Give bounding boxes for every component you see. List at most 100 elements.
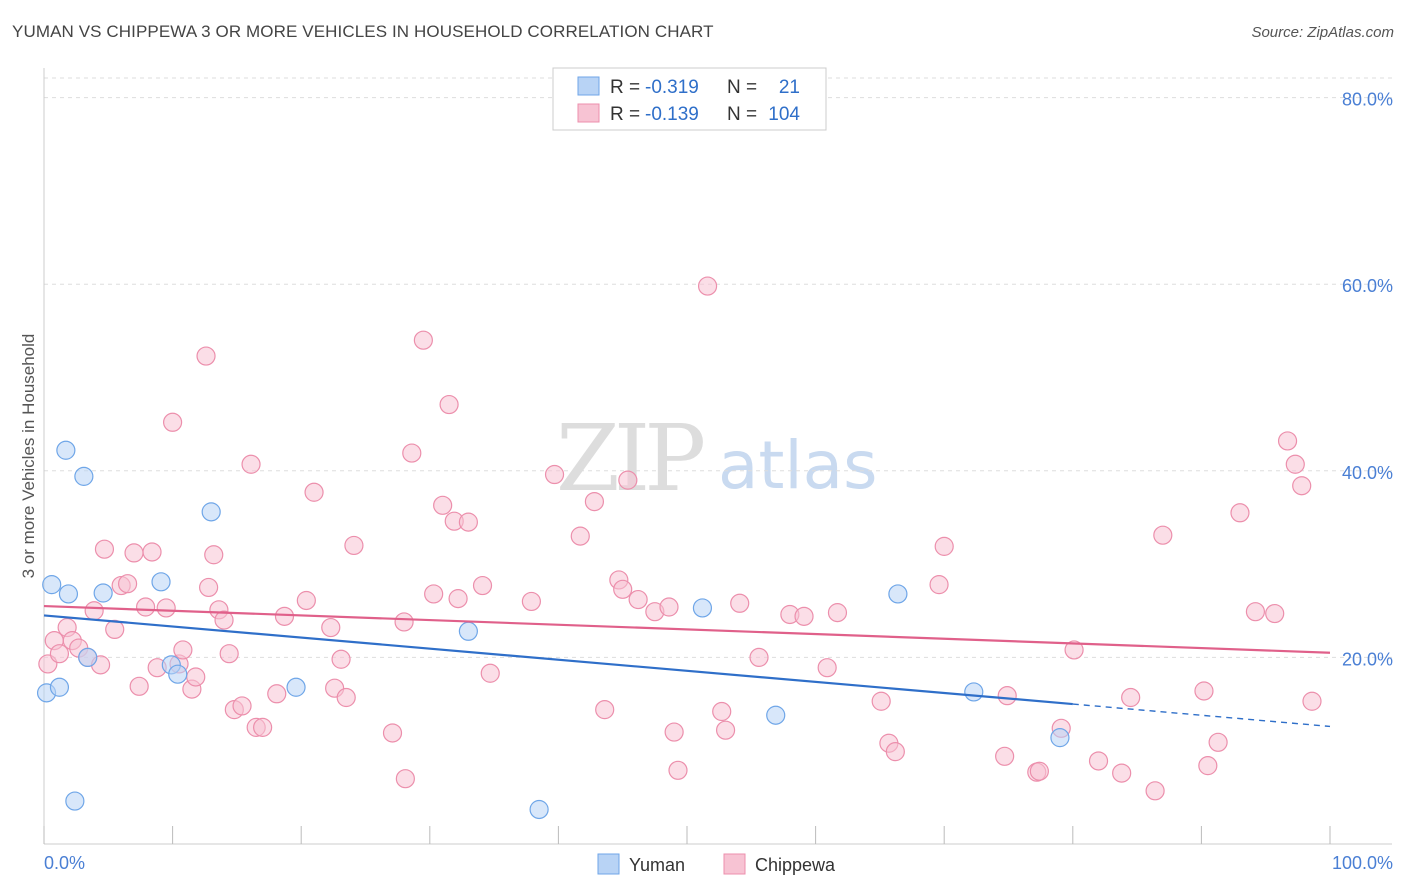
chippewa-point [749, 647, 769, 668]
yuman-point [65, 791, 85, 811]
y-tick-label: 60.0% [1342, 276, 1393, 296]
legend-swatch-chippewa [577, 103, 600, 123]
legend-box: R = -0.319 N = 21 R = -0.139 N = 104 [552, 67, 827, 131]
chippewa-point [1153, 525, 1173, 545]
chippewa-point [1194, 681, 1214, 701]
chippewa-point [521, 591, 541, 612]
yuman-point [56, 440, 76, 460]
bottom-legend-label-chippewa: Chippewa [755, 855, 836, 875]
chippewa-point [1112, 763, 1132, 783]
chippewa-point [1302, 691, 1322, 711]
chippewa-point [214, 610, 234, 630]
chippewa-point [142, 542, 162, 562]
chippewa-point [129, 676, 149, 696]
watermark-atlas: atlas [718, 427, 878, 504]
chippewa-point [472, 575, 493, 596]
chippewa-point [344, 535, 364, 556]
chippewa-point [871, 691, 891, 711]
chippewa-point [84, 601, 104, 621]
chippewa-point [1277, 431, 1298, 451]
chippewa-point [929, 575, 949, 595]
chippewa-point [94, 539, 115, 559]
yuman-point [49, 677, 70, 697]
yuman-point [151, 572, 171, 592]
chippewa-point [173, 640, 193, 660]
y-tick-labels: 20.0% 40.0% 60.0% 80.0% [1342, 90, 1393, 670]
chippewa-point [395, 769, 415, 789]
chippewa-point [1198, 756, 1218, 776]
yuman-trend-line [43, 614, 1073, 706]
legend-r-label-yuman: R = [610, 77, 640, 98]
y-tick-label: 80.0% [1342, 90, 1393, 110]
chippewa-point [219, 644, 239, 664]
chippewa-point [544, 464, 565, 485]
axes [43, 68, 1392, 845]
chippewa-point [196, 346, 216, 366]
chippewa-point [382, 723, 403, 743]
chippewa-point [186, 667, 206, 687]
y-tick-label: 20.0% [1342, 649, 1393, 669]
yuman-point [766, 705, 786, 725]
chippewa-point [584, 491, 605, 512]
chippewa-point [885, 742, 905, 762]
chippewa-point [156, 598, 176, 618]
chippewa-point [296, 590, 316, 611]
legend-r-value-yuman: -0.319 [645, 77, 699, 98]
yuman-point [888, 584, 908, 604]
chippewa-point [321, 617, 341, 638]
chippewa-point [232, 696, 252, 716]
source-credit: Source: ZipAtlas.com [1251, 24, 1394, 41]
chippewa-point [817, 658, 837, 678]
chippewa-point [241, 454, 261, 474]
yuman-point [692, 598, 713, 618]
bottom-legend-swatch-yuman [597, 853, 620, 875]
chippewa-point [1208, 732, 1228, 752]
chippewa-point [697, 276, 718, 296]
watermark-zip: ZIP [556, 405, 703, 512]
chippewa-point [613, 579, 633, 599]
chippewa-point [49, 644, 70, 664]
yuman-point [1050, 728, 1070, 748]
chippewa-point [163, 412, 183, 432]
chart-title: YUMAN VS CHIPPEWA 3 OR MORE VEHICLES IN … [12, 22, 714, 41]
yuman-trend-extension [1072, 703, 1331, 728]
legend-r-label-chippewa: R = [610, 104, 640, 125]
chippewa-point [1064, 640, 1084, 660]
yuman-point [168, 664, 188, 684]
legend-n-value-yuman: 21 [779, 77, 800, 98]
yuman-point [458, 621, 478, 641]
bottom-legend-label-yuman: Yuman [629, 855, 685, 875]
yuman-point [58, 584, 79, 604]
x-tick-label-max: 100.0% [1332, 853, 1393, 873]
chippewa-point [253, 717, 273, 737]
y-tick-label: 40.0% [1342, 463, 1393, 483]
chippewa-point [394, 612, 414, 632]
chippewa-point [1088, 751, 1109, 771]
chippewa-point [439, 394, 459, 415]
legend-n-value-chippewa: 104 [768, 104, 800, 125]
yuman-point [286, 677, 306, 697]
chippewa-point [628, 589, 648, 610]
chippewa-point [618, 470, 638, 490]
chippewa-point [336, 687, 356, 708]
x-tick-labels: 0.0% 100.0% [44, 853, 1393, 873]
chippewa-point [267, 684, 287, 704]
chippewa-point [304, 482, 324, 502]
legend-n-label-chippewa: N = [727, 104, 757, 125]
chippewa-point [712, 701, 732, 722]
chippewa-point [413, 330, 433, 350]
data-points [36, 276, 1322, 820]
chippewa-point [204, 545, 224, 565]
chippewa-point [995, 746, 1015, 766]
chippewa-point [794, 606, 814, 626]
chippewa-point [595, 700, 615, 720]
chippewa-point [997, 686, 1017, 706]
yuman-point [78, 647, 98, 668]
x-tick-label-min: 0.0% [44, 853, 85, 873]
chippewa-point [668, 760, 688, 780]
chippewa-point [1245, 602, 1266, 622]
yuman-point [964, 682, 984, 702]
bottom-legend: Yuman Chippewa [597, 853, 836, 875]
chippewa-point [1265, 603, 1285, 624]
